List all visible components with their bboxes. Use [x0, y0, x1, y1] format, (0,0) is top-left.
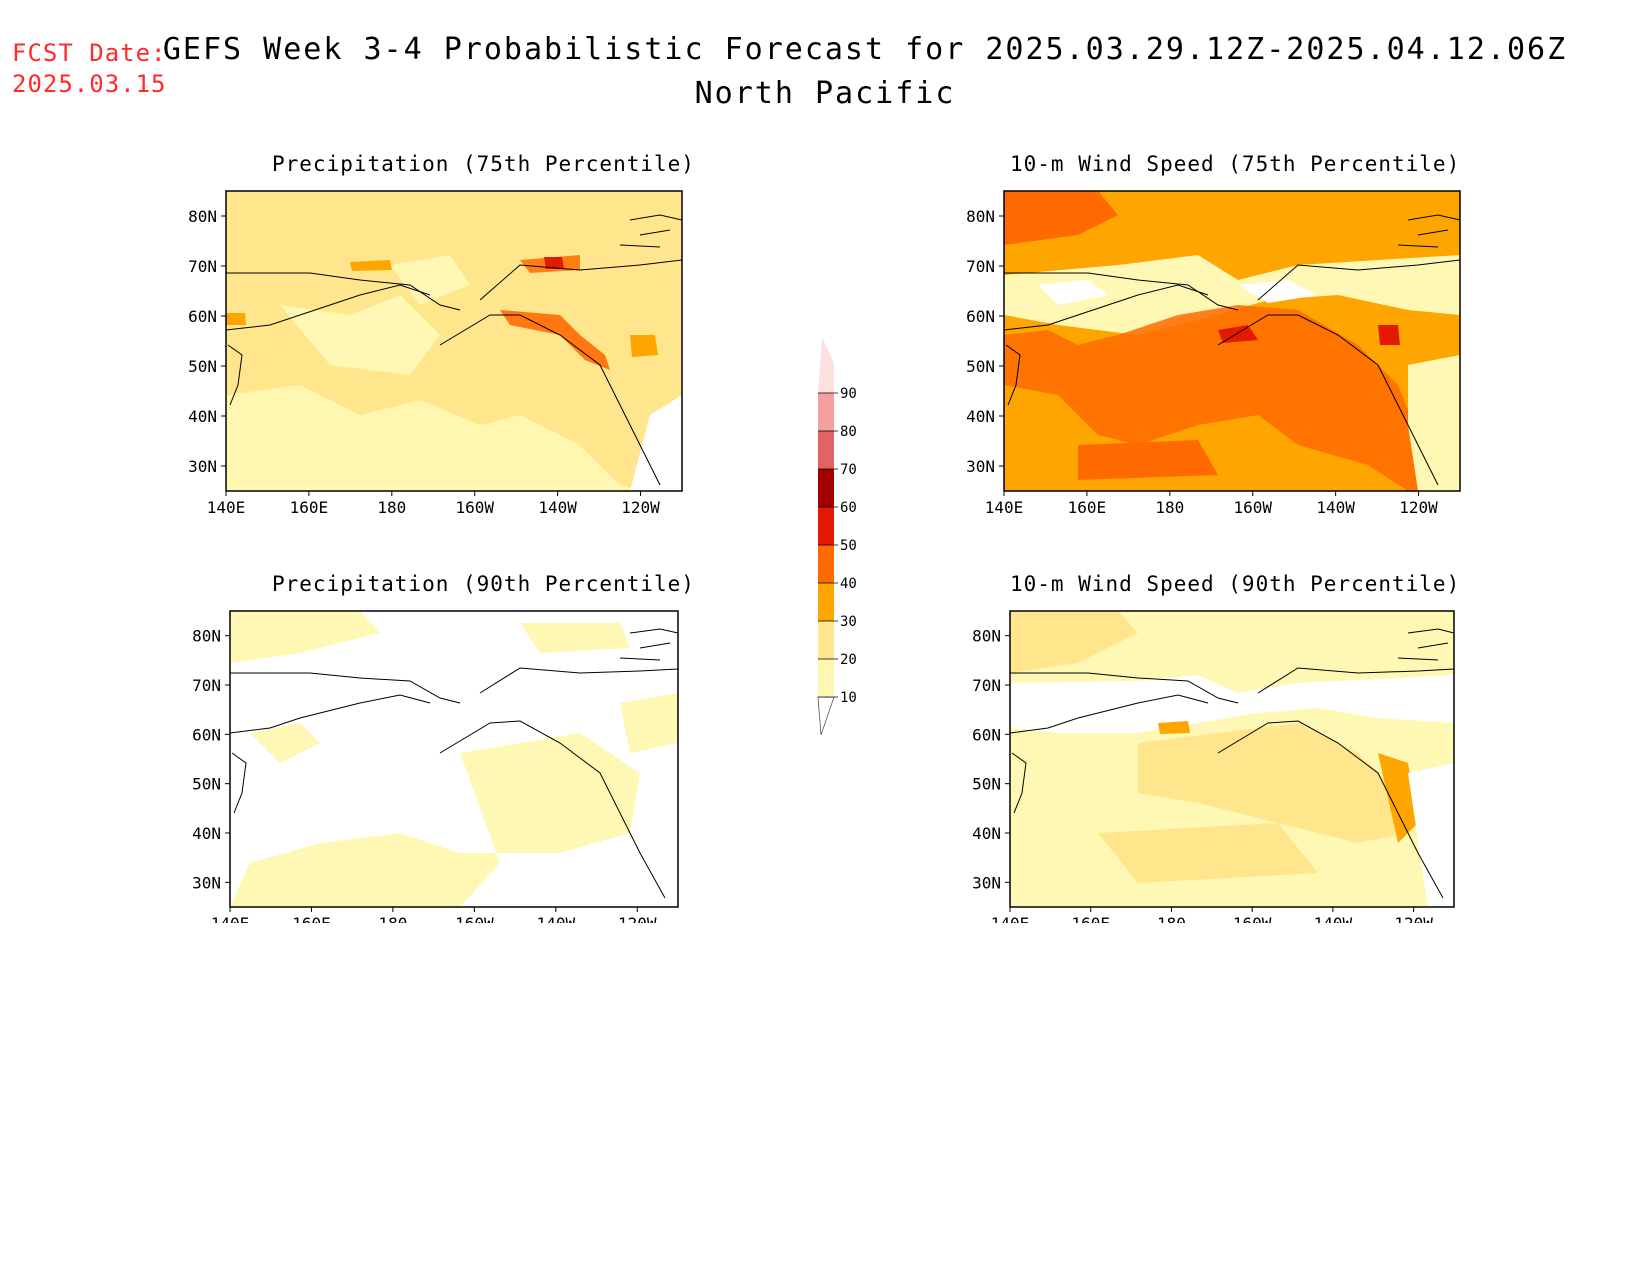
colorbar: 10 20 30 40 50 60 70 80 90 — [817, 337, 857, 736]
lon-tick-label: 180 — [377, 498, 406, 515]
lat-tick-label: 50N — [972, 775, 1001, 794]
lat-tick-label: 40N — [966, 407, 995, 426]
lon-tick-label: 160W — [455, 914, 494, 923]
lat-tick-label: 30N — [188, 457, 217, 476]
panel-title-precip-90: Precipitation (90th Percentile) — [272, 572, 695, 596]
lat-tick-label: 50N — [966, 357, 995, 376]
colorbar-swatch — [818, 469, 834, 507]
colorbar-label: 30 — [840, 614, 857, 630]
lat-tick-label: 80N — [192, 627, 221, 646]
lon-tick-label: 120W — [618, 914, 657, 923]
lon-tick-label: 160W — [1233, 498, 1272, 515]
panel-title-wind-75: 10-m Wind Speed (75th Percentile) — [1010, 152, 1461, 176]
lon-tick-label: 140E — [985, 498, 1024, 515]
colorbar-swatch — [818, 583, 834, 621]
fcst-date: 2025.03.15 — [12, 70, 167, 98]
lat-tick-label: 80N — [966, 207, 995, 226]
colorbar-label: 70 — [840, 462, 857, 478]
lon-tick-label: 140W — [1316, 498, 1355, 515]
lon-tick-label: 160E — [1071, 914, 1110, 923]
colorbar-swatch — [818, 507, 834, 545]
lon-tick-label: 140W — [538, 498, 577, 515]
lat-tick-label: 70N — [192, 676, 221, 695]
lon-tick-label: 140W — [1314, 914, 1353, 923]
colorbar-label: 40 — [840, 576, 857, 592]
lat-tick-label: 80N — [188, 207, 217, 226]
colorbar-swatch — [818, 337, 834, 393]
lat-tick-label: 60N — [966, 307, 995, 326]
lon-tick-label: 120W — [1399, 498, 1438, 515]
lon-tick-label: 140E — [207, 498, 246, 515]
lon-tick-label: 140E — [991, 914, 1030, 923]
panel-title-precip-75: Precipitation (75th Percentile) — [272, 152, 695, 176]
colorbar-label: 90 — [840, 386, 857, 402]
map-precip-75: 80N 70N 60N 50N 40N 30N 140E 160E 180 160W 140W 120… — [188, 190, 683, 515]
colorbar-swatch — [818, 659, 834, 697]
colorbar-swatch — [818, 545, 834, 583]
lon-tick-label: 120W — [621, 498, 660, 515]
lon-tick-label: 160E — [290, 498, 329, 515]
lon-tick-label: 160E — [292, 914, 331, 923]
lat-tick-label: 40N — [972, 824, 1001, 843]
colorbar-label: 10 — [840, 690, 857, 706]
map-wind-75: 80N 70N 60N 50N 40N 30N 140E 160E 180 160W 140W 120… — [966, 190, 1461, 515]
colorbar-swatch — [818, 621, 834, 659]
page-title: GEFS Week 3-4 Probabilistic Forecast for… — [162, 32, 1568, 67]
lat-tick-label: 60N — [972, 725, 1001, 744]
lon-tick-label: 180 — [1155, 498, 1184, 515]
lat-tick-label: 70N — [188, 257, 217, 276]
colorbar-swatch — [818, 431, 834, 469]
lat-tick-label: 80N — [972, 627, 1001, 646]
colorbar-label: 80 — [840, 424, 857, 440]
lat-tick-label: 30N — [966, 457, 995, 476]
lat-tick-label: 30N — [972, 873, 1001, 892]
colorbar-label: 50 — [840, 538, 857, 554]
lat-tick-label: 40N — [192, 824, 221, 843]
lon-tick-label: 140W — [537, 914, 576, 923]
lon-tick-label: 180 — [378, 914, 407, 923]
lat-tick-label: 30N — [192, 873, 221, 892]
map-wind-90: 80N 70N 60N 50N 40N 30N 140E 160E 180 160W 140W 120… — [972, 610, 1455, 923]
lat-tick-label: 50N — [192, 775, 221, 794]
lat-tick-label: 40N — [188, 407, 217, 426]
lat-tick-label: 60N — [188, 307, 217, 326]
lon-tick-label: 160E — [1068, 498, 1107, 515]
colorbar-label: 20 — [840, 652, 857, 668]
lon-tick-label: 160W — [1233, 914, 1272, 923]
lat-tick-label: 70N — [966, 257, 995, 276]
panel-title-wind-90: 10-m Wind Speed (90th Percentile) — [1010, 572, 1461, 596]
lon-tick-label: 160W — [455, 498, 494, 515]
lon-tick-label: 140E — [211, 914, 250, 923]
region-title: North Pacific — [694, 76, 956, 111]
lat-tick-label: 70N — [972, 676, 1001, 695]
lon-tick-label: 180 — [1157, 914, 1186, 923]
lon-tick-label: 120W — [1394, 914, 1433, 923]
map-precip-90: 80N 70N 60N 50N 40N 30N 140E 160E 180 160W 140W 120… — [192, 610, 679, 923]
colorbar-swatch — [818, 393, 834, 431]
forecast-date-label: FCST Date: 2025.03.15 — [12, 38, 167, 100]
fcst-label: FCST Date: — [12, 39, 167, 67]
lat-tick-label: 50N — [188, 357, 217, 376]
lat-tick-label: 60N — [192, 725, 221, 744]
colorbar-label: 60 — [840, 500, 857, 516]
